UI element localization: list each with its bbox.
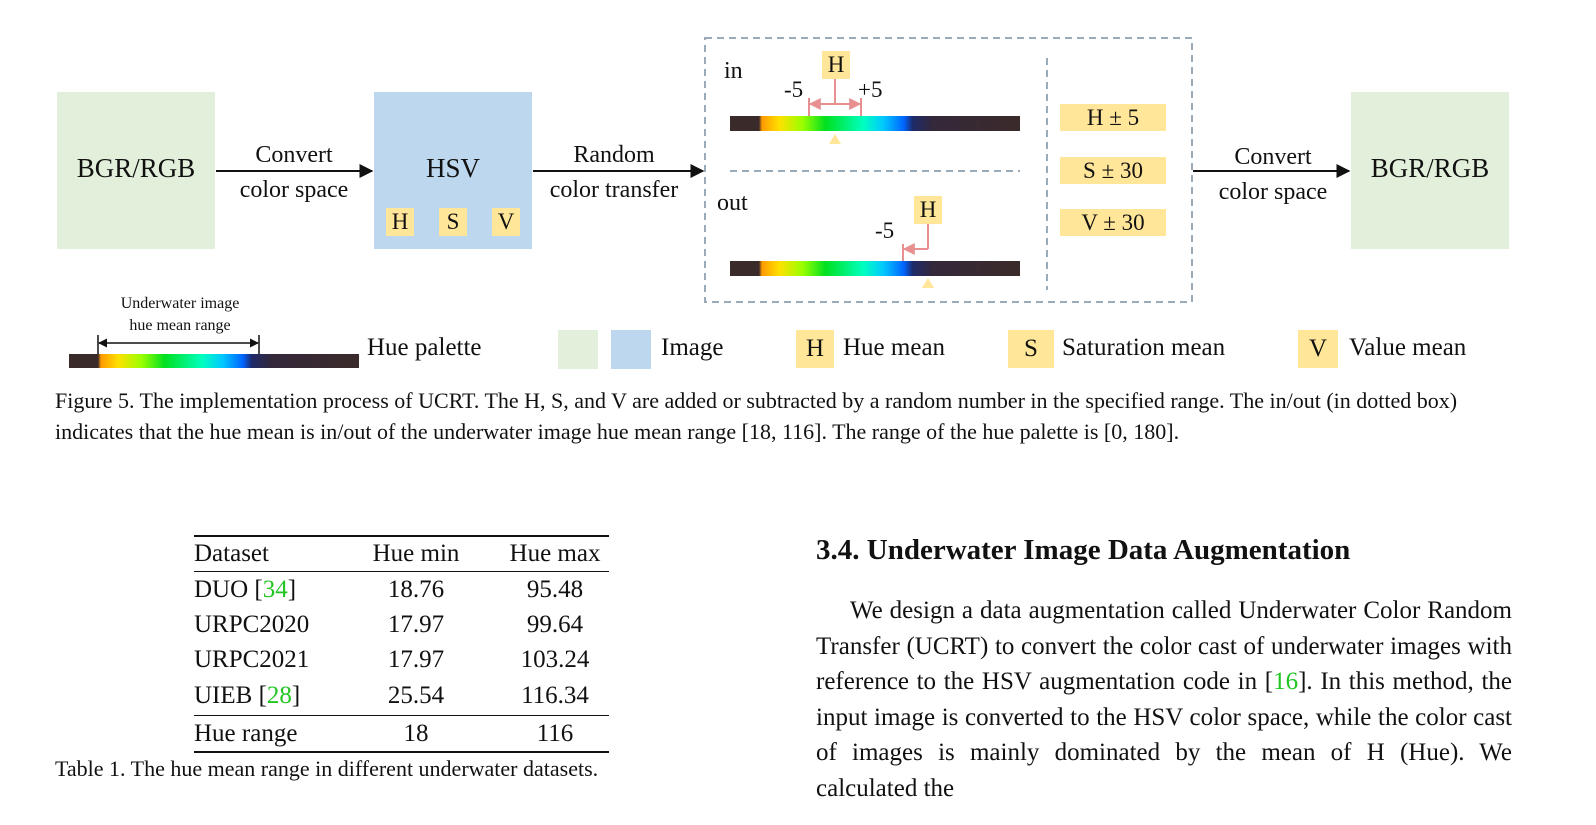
legend-h-tag: H [796,330,834,368]
hsv-tag-h: H [386,208,414,236]
row-dataset: UIEB [28] [194,682,301,709]
figure-arrows [97,37,1351,355]
in-h-tag: H [822,51,850,79]
legend-range-label-line1: Underwater image [120,295,240,312]
in-plus-label: +5 [858,77,883,102]
table-row: URPC2020 17.97 99.64 [0,607,700,642]
table-top-rule [194,535,609,537]
out-h-tag: H [914,196,942,224]
citation-link[interactable]: 28 [266,682,292,709]
table-header-rule [194,571,609,572]
hsv-tag-v: V [492,208,520,236]
row-dataset: DUO [34] [194,576,297,603]
row-hue-min: 17.97 [387,611,445,638]
hsv-label: HSV [425,153,480,183]
row-hue-max: 103.24 [520,646,590,673]
out-label: out [717,190,748,216]
footer-hue-max: 116 [536,720,574,747]
arrow2-label-line2: color transfer [549,177,679,203]
section-heading: 3.4. Underwater Image Data Augmentation [816,534,1351,566]
table-footer-row: Hue range 18 116 [0,716,700,751]
row-hue-min: 17.97 [387,646,445,673]
row-hue-min: 25.54 [387,682,445,709]
table-bottom-rule [194,751,609,753]
legend-image-label: Image [661,334,724,361]
arrow1-label-line1: Convert [255,142,333,168]
table-header-hue-max: Hue max [509,540,601,567]
out-position-marker [922,278,934,288]
range-v: V ± 30 [1060,209,1166,236]
legend-hue-palette [69,354,359,368]
table-header-hue-min: Hue min [372,540,460,567]
table-caption: Table 1. The hue mean range in different… [55,756,599,781]
figure-caption: Figure 5. The implementation process of … [55,388,1458,444]
row-hue-max: 116.34 [521,682,589,709]
legend-palette-label: Hue palette [367,334,482,361]
hsv-tag-s: S [439,208,467,236]
table-mid-rule [194,715,609,716]
input-image-box [57,92,215,249]
row-dataset: URPC2021 [194,646,310,673]
table-row: DUO [34] 18.76 95.48 [0,572,700,607]
output-image-label: BGR/RGB [1370,153,1490,183]
row-hue-max: 99.64 [526,611,584,638]
legend-sat-mean-label: Saturation mean [1062,334,1226,361]
legend-hue-mean-label: Hue mean [843,334,946,361]
dotted-box [704,37,1193,303]
in-minus-label: -5 [784,77,804,102]
legend-image-swatch-green [558,330,598,369]
table-row: URPC2021 17.97 103.24 [0,642,700,677]
range-h: H ± 5 [1060,104,1166,131]
legend-s-tag: S [1008,330,1054,368]
output-image-box [1351,92,1509,249]
row-dataset: URPC2020 [194,611,310,638]
citation-link[interactable]: 34 [262,576,288,603]
arrow1-label-line2: color space [239,177,349,203]
table-header-dataset: Dataset [194,540,269,567]
footer-hue-min: 18 [403,720,429,747]
figure: BGR/RGB [0,0,1596,380]
legend-image-swatch-blue [611,330,651,369]
in-position-marker [829,134,841,144]
legend-v-tag: V [1298,330,1338,368]
table-row: UIEB [28] 25.54 116.34 [0,678,700,713]
section-paragraph: We design a data augmentation called Und… [816,597,1512,802]
range-s: S ± 30 [1060,157,1166,184]
footer-label: Hue range [194,720,298,747]
row-hue-min: 18.76 [387,576,445,603]
arrow3-label-line1: Convert [1234,144,1312,170]
in-label: in [724,58,743,84]
row-hue-max: 95.48 [526,576,584,603]
in-hue-palette [730,116,1020,131]
input-image-label: BGR/RGB [76,153,196,183]
out-minus-label: -5 [875,218,895,243]
citation-link[interactable]: 16 [1273,668,1299,695]
out-hue-palette [730,261,1020,276]
legend-range-label-line2: hue mean range [129,317,231,334]
arrow2-label-line1: Random [573,142,655,168]
legend-val-mean-label: Value mean [1349,334,1467,361]
arrow3-label-line2: color space [1218,179,1328,205]
